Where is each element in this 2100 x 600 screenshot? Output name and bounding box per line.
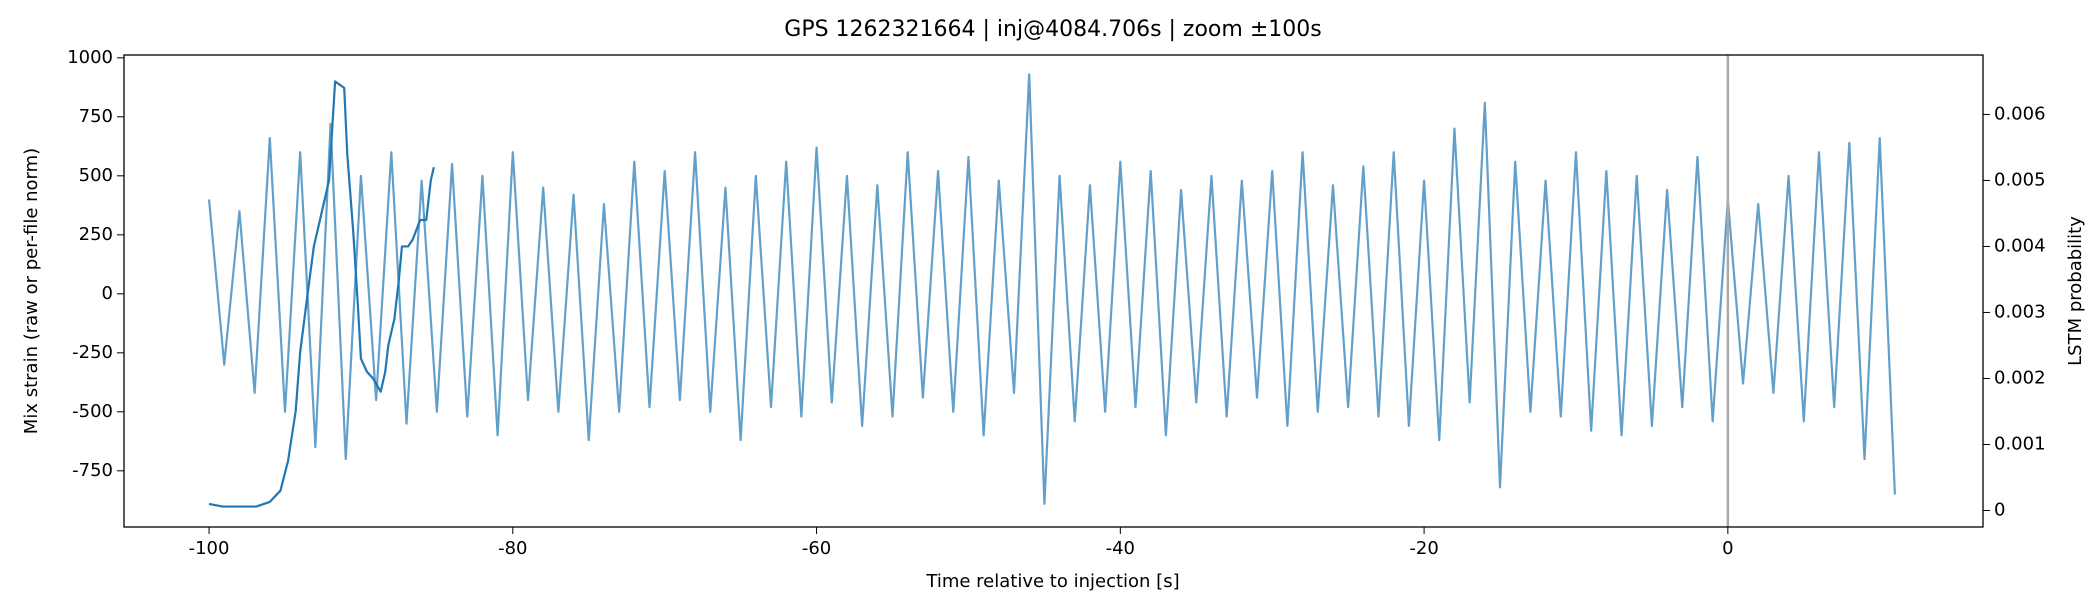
x-tick-label: -80 bbox=[498, 538, 527, 559]
y-axis-label: Mix strain (raw or per-file norm) bbox=[21, 148, 42, 434]
y2-tick-label: 0.002 bbox=[1994, 367, 2046, 388]
x-tick-label: -60 bbox=[802, 538, 831, 559]
y-tick-label: 500 bbox=[79, 165, 113, 186]
x-axis-label: Time relative to injection [s] bbox=[925, 571, 1179, 592]
plot-frame bbox=[123, 54, 1984, 528]
x-tick-label: -40 bbox=[1106, 538, 1135, 559]
y2-tick-label: 0.001 bbox=[1994, 433, 2046, 454]
y-tick-label: -750 bbox=[72, 460, 113, 481]
y-tick-label: 750 bbox=[79, 106, 113, 127]
y-tick-label: 1000 bbox=[67, 47, 113, 68]
y2-tick-label: 0.003 bbox=[1994, 301, 2046, 322]
chart-title: GPS 1262321664 | inj@4084.706s | zoom ±1… bbox=[784, 17, 1321, 42]
y2-tick-label: 0.006 bbox=[1994, 103, 2046, 124]
x-tick-label: -100 bbox=[189, 538, 230, 559]
y2-tick-label: 0.005 bbox=[1994, 169, 2046, 190]
y-tick-label: 250 bbox=[79, 224, 113, 245]
y2-axis-label: LSTM probability bbox=[2065, 216, 2086, 366]
x-tick-label: 0 bbox=[1722, 538, 1733, 559]
y-tick-label: 0 bbox=[102, 283, 113, 304]
y-tick-label: -250 bbox=[72, 342, 113, 363]
y2-tick-label: 0 bbox=[1994, 499, 2005, 520]
series-line bbox=[208, 80, 435, 508]
series-line bbox=[207, 73, 1897, 505]
y-tick-label: -500 bbox=[72, 401, 113, 422]
x-tick-label: -20 bbox=[1409, 538, 1438, 559]
y2-tick-label: 0.004 bbox=[1994, 235, 2046, 256]
